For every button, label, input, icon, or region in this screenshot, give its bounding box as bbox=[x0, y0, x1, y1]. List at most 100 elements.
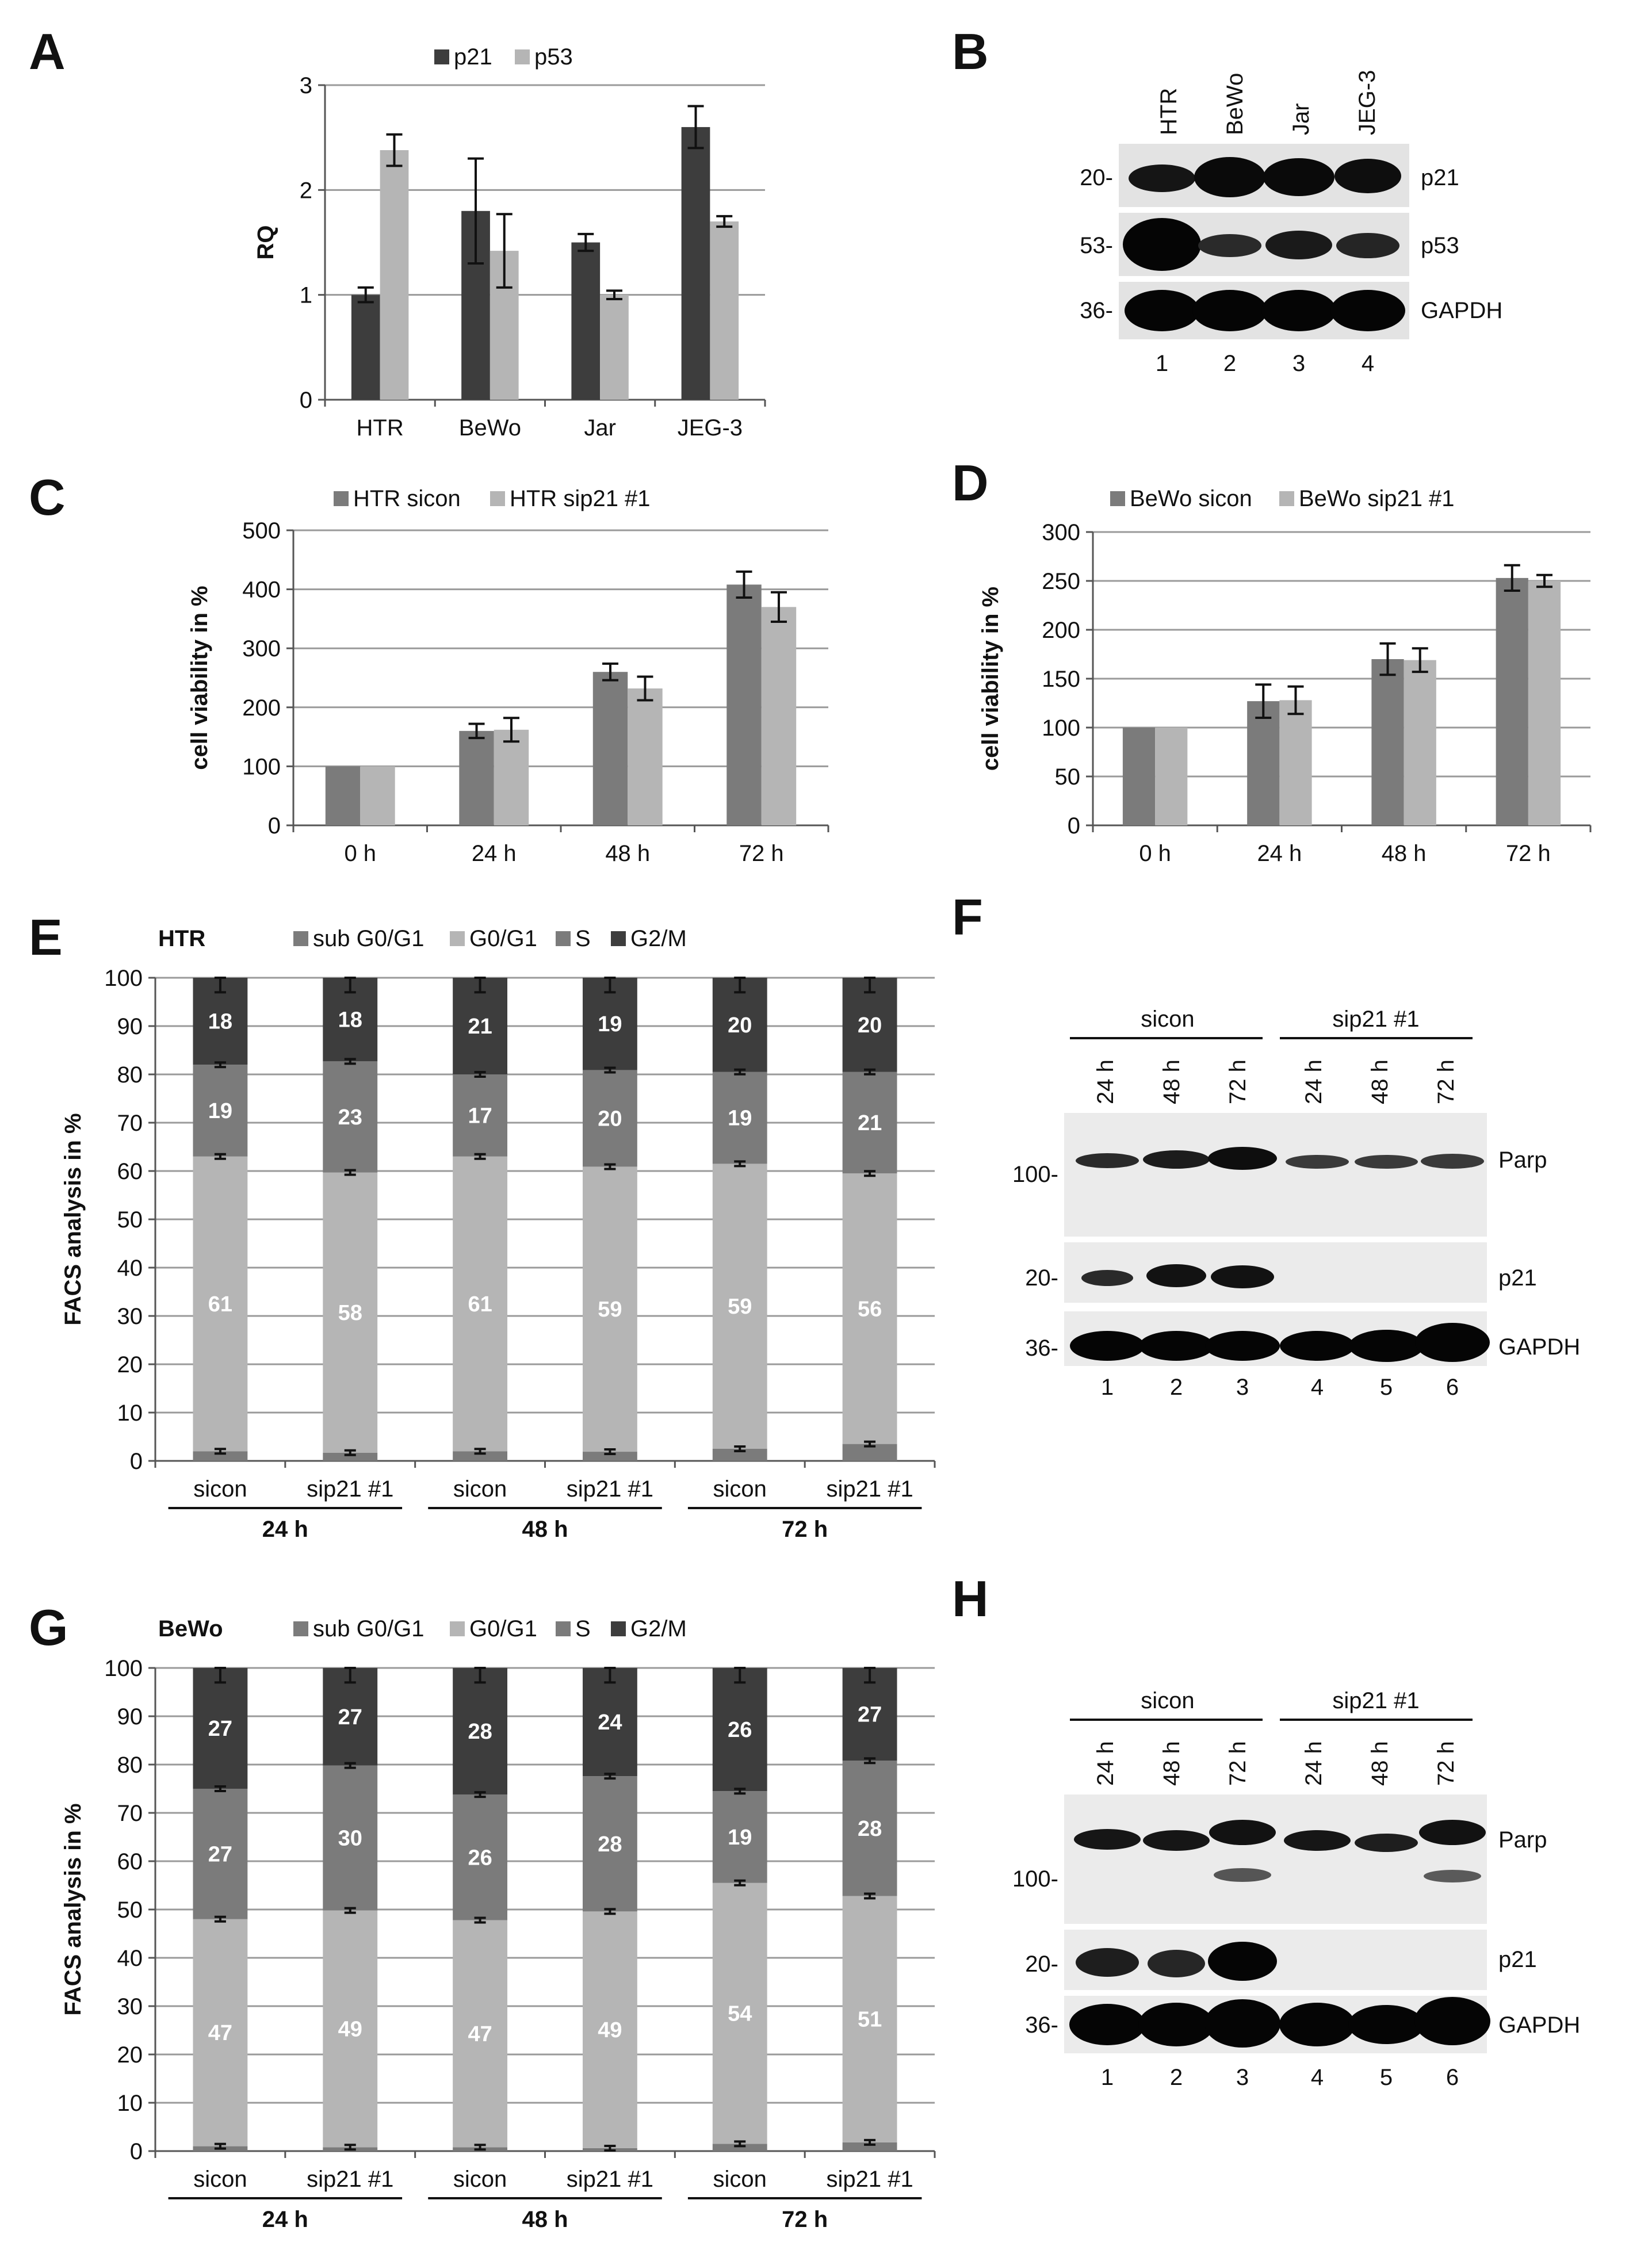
x-tick-label: sip21 #1 bbox=[307, 1476, 393, 1502]
y-tick-label: 100 bbox=[104, 1656, 143, 1681]
group-label: 48 h bbox=[522, 2207, 568, 2232]
x-tick-label: sip21 #1 bbox=[307, 2167, 393, 2192]
blot-f-time-label: 72 h bbox=[1225, 1059, 1251, 1104]
segment-value-label: 59 bbox=[728, 1295, 752, 1319]
blot-band bbox=[1143, 1150, 1210, 1169]
panel-letter-g: G bbox=[29, 1599, 68, 1656]
y-tick-label: 200 bbox=[1042, 618, 1080, 643]
blot-band bbox=[1261, 290, 1336, 331]
blot-h-protein: p21 bbox=[1498, 1947, 1537, 1972]
x-tick-label: sip21 #1 bbox=[826, 2167, 913, 2192]
group-label: 24 h bbox=[262, 2207, 308, 2232]
bar-bewo-sicon bbox=[1496, 577, 1528, 825]
blot-f-time-label: 72 h bbox=[1433, 1059, 1459, 1104]
x-tick-label: 24 h bbox=[1257, 841, 1302, 866]
bar-htr-sicon bbox=[726, 584, 762, 825]
y-tick-label: 300 bbox=[242, 636, 281, 661]
stack-segment-g0-g1 bbox=[712, 1882, 767, 2144]
blot-band bbox=[1143, 1830, 1210, 1851]
legend-swatch bbox=[293, 931, 308, 946]
stack-segment-s bbox=[582, 1070, 637, 1167]
legend-label: G2/M bbox=[630, 1616, 687, 1641]
segment-value-label: 47 bbox=[468, 2022, 492, 2046]
x-tick-label: sicon bbox=[193, 2167, 247, 2192]
blot-b: HTR BeWo Jar JEG-3 20- 53- 36- p21 p53 G… bbox=[1080, 70, 1502, 376]
bar-htr-sicon bbox=[325, 766, 361, 825]
blot-band bbox=[1081, 1270, 1133, 1286]
stack-segment-g0-g1 bbox=[453, 1156, 508, 1452]
blot-b-lane-label: JEG-3 bbox=[1355, 70, 1380, 135]
segment-value-label: 56 bbox=[858, 1297, 882, 1321]
legend-swatch bbox=[556, 1621, 571, 1636]
blot-band bbox=[1286, 1155, 1349, 1169]
panel-letter-c: C bbox=[29, 469, 66, 526]
segment-value-label: 27 bbox=[208, 1717, 232, 1741]
segment-value-label: 59 bbox=[598, 1298, 622, 1322]
blot-band bbox=[1336, 233, 1399, 258]
bar-p21 bbox=[351, 294, 380, 400]
segment-value-label: 20 bbox=[728, 1013, 752, 1038]
x-tick-label: HTR bbox=[357, 415, 404, 441]
bar-bewo-sip21-1 bbox=[1155, 728, 1188, 825]
panel-letter-a: A bbox=[29, 23, 66, 80]
x-tick-label: 0 h bbox=[344, 841, 376, 866]
stack-segment-g0-g1 bbox=[582, 1166, 637, 1452]
blot-band bbox=[1129, 164, 1195, 192]
blot-band bbox=[1349, 1330, 1424, 1362]
blot-h-lane-number: 2 bbox=[1170, 2065, 1183, 2090]
y-tick-label: 400 bbox=[242, 577, 281, 603]
blot-f-protein: Parp bbox=[1498, 1147, 1547, 1173]
blot-band bbox=[1204, 1999, 1280, 2048]
chart-d-bewo-viability: BeWo sicon BeWo sip21 #1 0 50 100 150 200 250 30… bbox=[978, 486, 1592, 866]
blot-h-lane-number: 6 bbox=[1446, 2065, 1459, 2090]
blot-band bbox=[1419, 1820, 1486, 1845]
chart-inset-label: BeWo bbox=[158, 1616, 223, 1641]
segment-value-label: 20 bbox=[858, 1013, 882, 1038]
y-axis-title: cell viability in % bbox=[187, 586, 212, 770]
blot-f-lane-number: 3 bbox=[1236, 1375, 1249, 1400]
blot-band bbox=[1284, 1830, 1351, 1851]
legend-swatch bbox=[515, 49, 530, 64]
blot-band bbox=[1421, 1154, 1484, 1169]
segment-value-label: 19 bbox=[208, 1099, 232, 1123]
y-tick-label: 100 bbox=[1042, 715, 1080, 741]
legend-swatch bbox=[434, 49, 449, 64]
stack-segment-sub-g0-g1 bbox=[323, 1452, 378, 1461]
blot-h-lane-number: 1 bbox=[1101, 2065, 1114, 2090]
blot-h-strip-parp bbox=[1064, 1794, 1487, 1924]
blot-b-protein: GAPDH bbox=[1421, 298, 1502, 323]
stack-segment-g0-g1 bbox=[582, 1911, 637, 2148]
stack-segment-g0-g1 bbox=[453, 1920, 508, 2148]
stack-segment-sub-g0-g1 bbox=[193, 1451, 248, 1461]
bar-htr-sip21-1 bbox=[494, 729, 529, 825]
segment-value-label: 27 bbox=[858, 1703, 882, 1727]
y-tick-label: 90 bbox=[117, 1014, 143, 1039]
segment-value-label: 58 bbox=[338, 1301, 362, 1325]
y-tick-label: 60 bbox=[117, 1159, 143, 1184]
bar-bewo-sip21-1 bbox=[1404, 660, 1436, 825]
legend-label: BeWo sip21 #1 bbox=[1299, 486, 1455, 511]
segment-value-label: 18 bbox=[208, 1010, 232, 1034]
legend-swatch bbox=[1279, 491, 1294, 506]
stack-segment-s bbox=[453, 1074, 508, 1157]
x-tick-label: sip21 #1 bbox=[567, 2167, 653, 2192]
blot-f-strip-parp bbox=[1064, 1113, 1487, 1237]
y-tick-label: 3 bbox=[300, 73, 312, 98]
y-tick-label: 10 bbox=[117, 1400, 143, 1426]
blot-b-lane-number: 1 bbox=[1156, 351, 1168, 376]
blot-band bbox=[1330, 290, 1405, 331]
bar-p53 bbox=[710, 221, 739, 400]
y-tick-label: 50 bbox=[117, 1897, 143, 1923]
panel-letter-d: D bbox=[952, 454, 989, 511]
legend-swatch bbox=[450, 931, 465, 946]
segment-value-label: 28 bbox=[598, 1832, 622, 1857]
blot-band bbox=[1070, 1331, 1145, 1361]
x-tick-label: 48 h bbox=[1382, 841, 1427, 866]
blot-band bbox=[1348, 2005, 1424, 2044]
blot-band bbox=[1424, 1870, 1481, 1882]
chart-c-htr-viability: HTR sicon HTR sip21 #1 0 100 200 300 400 500 cel… bbox=[187, 486, 829, 866]
segment-value-label: 27 bbox=[338, 1705, 362, 1729]
blot-f-marker: 100- bbox=[1012, 1162, 1058, 1187]
blot-f-time-label: 24 h bbox=[1301, 1059, 1326, 1104]
blot-band bbox=[1194, 157, 1265, 197]
